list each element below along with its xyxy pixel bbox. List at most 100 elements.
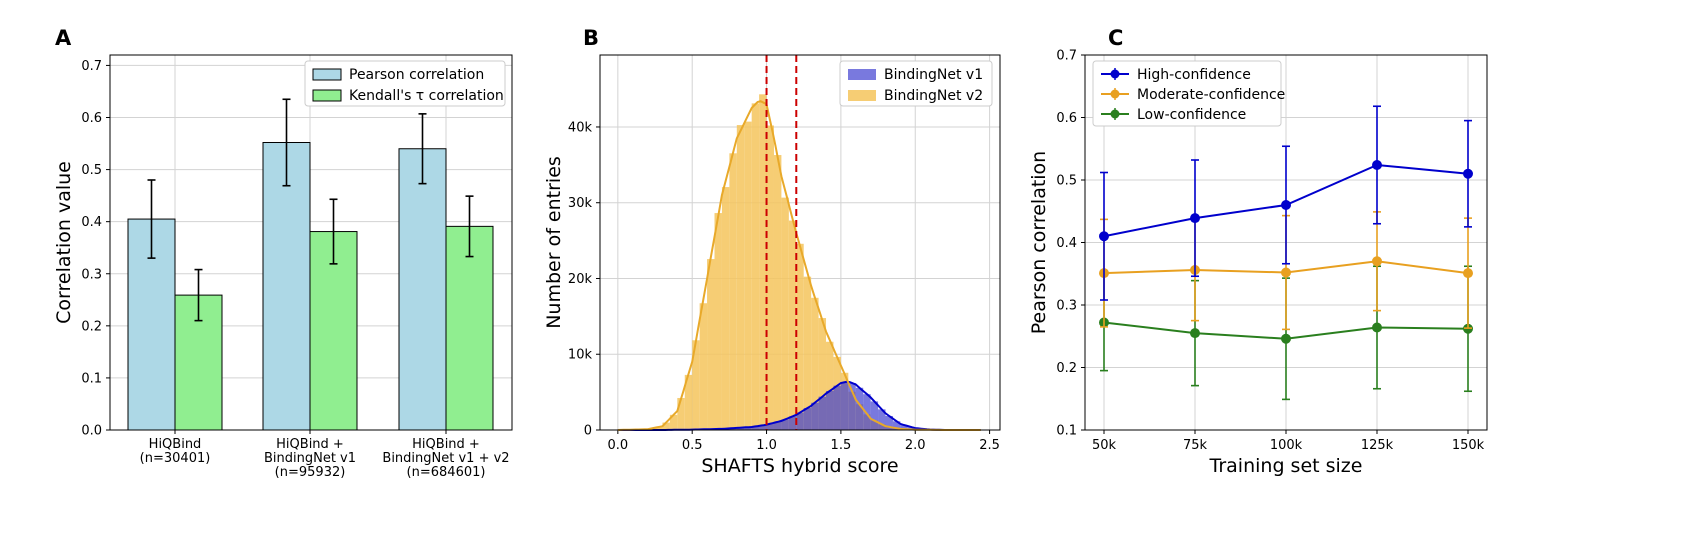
panel-b-letter: B xyxy=(583,26,599,50)
data-point-low xyxy=(1281,333,1291,344)
y-tick-label: 30k xyxy=(568,196,593,211)
histogram-bin-v1 xyxy=(811,402,819,430)
histogram-bin-v2 xyxy=(677,397,685,430)
histogram-bin-v2 xyxy=(751,103,760,430)
legend-box xyxy=(304,60,506,107)
data-point-moderate xyxy=(1281,267,1291,278)
bar-pearson xyxy=(262,142,311,431)
y-tick-label: 20k xyxy=(568,272,593,287)
data-point-moderate xyxy=(1463,268,1473,279)
histogram-bin-v2 xyxy=(759,94,767,431)
histogram-bin-v2 xyxy=(721,187,730,430)
histogram-bin-v2 xyxy=(811,297,819,430)
histogram-bin-v1 xyxy=(759,425,767,430)
histogram-bin-v1 xyxy=(900,424,908,430)
y-tick-label: 40k xyxy=(568,120,593,135)
x-category-label: (n=30401) xyxy=(140,451,211,466)
x-category-label: (n=95932) xyxy=(275,465,346,480)
legend-label: BindingNet v2 xyxy=(884,88,983,104)
plot-frame xyxy=(109,54,513,431)
data-point-high xyxy=(1281,200,1291,210)
histogram-bin-v1 xyxy=(744,427,752,430)
histogram-bin-v2 xyxy=(714,213,722,430)
y-tick-label: 0.3 xyxy=(1056,299,1077,314)
legend-swatch xyxy=(312,68,342,81)
panel-a-bar-chart: 0.0 0.1 0.2 0.3 0.4 0.5 0.6 0.7 HiQBind(n=30401)… xyxy=(53,54,513,480)
y-tick-label: 0.7 xyxy=(1056,49,1077,64)
histogram-bin-v1 xyxy=(878,409,886,430)
legend-label: Low-confidence xyxy=(1137,107,1246,123)
x-category-label: HiQBind xyxy=(149,437,202,452)
histogram-bin-v1 xyxy=(803,408,812,430)
y-axis-label: Pearson correlation xyxy=(1028,151,1050,334)
legend-box xyxy=(839,60,993,107)
histogram-bin-v1 xyxy=(796,412,804,430)
histogram-bin-v1 xyxy=(892,421,901,430)
legend-box xyxy=(1092,60,1282,127)
histogram-bin-v1 xyxy=(870,401,879,430)
legend-label: Kendall's τ correlation xyxy=(349,88,504,104)
y-tick-label: 10k xyxy=(568,348,593,363)
y-tick-label: 0 xyxy=(584,424,592,439)
histogram-bin-v2 xyxy=(818,318,827,430)
legend-swatch xyxy=(848,69,876,80)
histogram-bin-v1 xyxy=(818,396,827,430)
legend-swatch xyxy=(312,89,342,102)
x-category-label: BindingNet v1 + v2 xyxy=(382,451,509,466)
histogram-bin-v1 xyxy=(766,423,774,430)
x-category-label: HiQBind + xyxy=(412,437,480,452)
histogram-bin-v1 xyxy=(781,419,789,430)
histogram-bin-v1 xyxy=(833,385,841,430)
x-category-label: BindingNet v1 xyxy=(264,451,356,466)
x-tick-label: 100k xyxy=(1270,438,1303,453)
histogram-bin-v2 xyxy=(729,153,737,430)
panel-c-letter: C xyxy=(1108,26,1123,50)
x-tick-label: 125k xyxy=(1361,438,1394,453)
histogram-bin-v1 xyxy=(773,421,782,430)
data-point-high xyxy=(1463,168,1473,179)
y-tick-label: 0.0 xyxy=(81,424,102,439)
histogram-bin-v2 xyxy=(736,125,745,430)
x-tick-label: 2.0 xyxy=(905,438,926,453)
data-point-high xyxy=(1190,213,1200,224)
histogram-bin-v1 xyxy=(855,387,864,430)
histogram-bin-v2 xyxy=(699,303,708,430)
panel-b-histogram: 0.0 0.5 1.0 1.5 2.0 2.5 0 10k 20k 30k 40k SHAFTS hy… xyxy=(543,54,1001,477)
histogram-bin-v1 xyxy=(863,394,871,430)
histogram-bin-v2 xyxy=(766,125,774,430)
histogram-bin-v1 xyxy=(826,390,834,430)
x-tick-label: 1.0 xyxy=(756,438,777,453)
histogram-bin-v2 xyxy=(796,243,804,430)
y-tick-label: 0.4 xyxy=(1056,236,1077,251)
legend-marker xyxy=(1110,69,1120,79)
data-point-high xyxy=(1099,231,1109,242)
y-tick-label: 0.2 xyxy=(1056,361,1077,376)
bar-pearson xyxy=(398,148,447,431)
x-category-label: (n=684601) xyxy=(407,465,486,480)
x-tick-label: 1.5 xyxy=(831,438,852,453)
x-tick-label: 50k xyxy=(1092,438,1117,453)
legend-label: High-confidence xyxy=(1137,67,1251,83)
histogram-bin-v1 xyxy=(736,427,745,430)
plot-frame xyxy=(1084,54,1488,431)
histogram-bin-v1 xyxy=(885,415,893,430)
x-tick-label: 0.0 xyxy=(608,438,629,453)
y-tick-label: 0.1 xyxy=(1056,424,1077,439)
histogram-bin-v2 xyxy=(826,341,834,430)
x-category-label: HiQBind + xyxy=(276,437,344,452)
legend-label: Pearson correlation xyxy=(349,67,484,83)
histogram-bin-v1 xyxy=(840,382,849,430)
y-tick-label: 0.5 xyxy=(1056,174,1077,189)
histogram-bin-v2 xyxy=(803,276,812,430)
plot-frame xyxy=(599,54,1001,431)
y-tick-label: 0.6 xyxy=(81,111,102,126)
data-point-low xyxy=(1372,322,1382,333)
histogram-bin-v2 xyxy=(655,426,663,430)
y-tick-label: 0.2 xyxy=(81,319,102,334)
panel-c-line-chart: 0.1 0.2 0.3 0.4 0.5 0.6 0.7 50k 75k 100k 125k 150k T… xyxy=(1028,49,1488,477)
histogram-bin-v2 xyxy=(707,259,715,430)
data-point-low xyxy=(1190,328,1200,339)
histogram-bin-v2 xyxy=(788,220,797,430)
histogram-bin-v2 xyxy=(773,155,782,430)
